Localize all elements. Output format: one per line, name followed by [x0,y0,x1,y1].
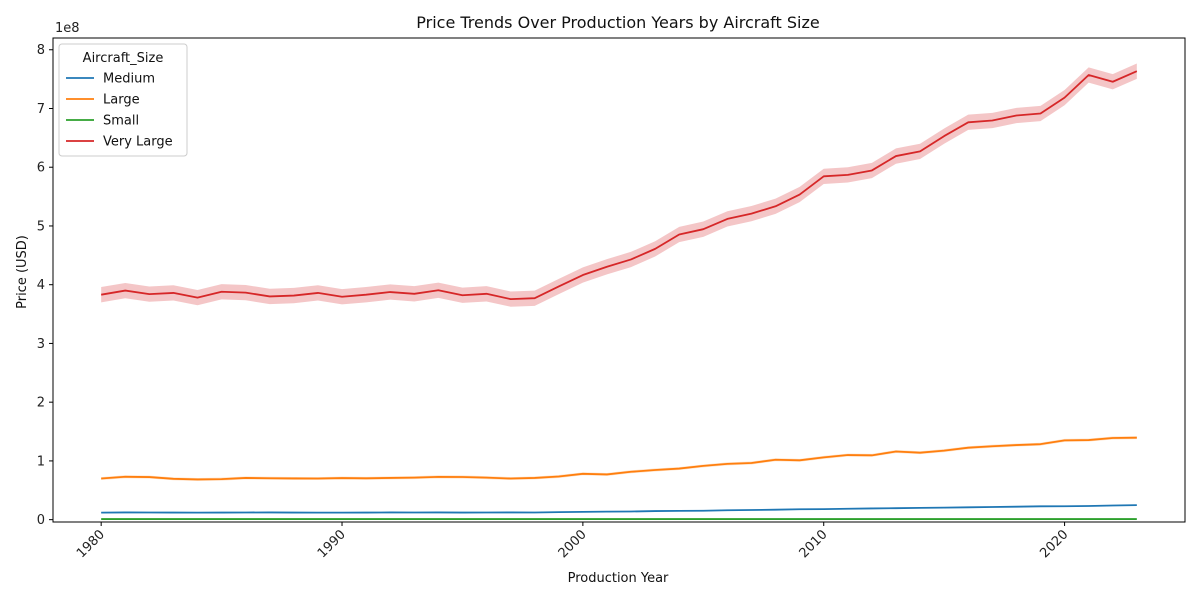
y-tick-label: 0 [37,513,45,528]
y-tick-label: 5 [37,219,45,234]
plot-frame [52,37,1186,523]
chart-title: Price Trends Over Production Years by Ai… [416,13,819,32]
y-tick-label: 1 [37,454,45,469]
series-line-medium [101,504,1137,514]
confidence-band-very-large [101,63,1137,307]
y-axis-title: Price (USD) [15,235,30,309]
y-tick-label: 3 [37,337,45,352]
legend: Aircraft_Size Medium Large Small Very Large [58,43,188,157]
legend-title: Aircraft_Size [83,51,164,66]
x-tick-label: 1980 [74,527,108,561]
x-tick-label: 1990 [315,527,349,561]
y-tick-label: 4 [37,278,45,293]
series-line-large [101,436,1137,481]
y-tick-label: 6 [37,161,45,176]
x-tick-label: 2000 [556,527,590,561]
plot-area [101,63,1138,520]
legend-label-large: Large [103,93,140,108]
legend-label-small: Small [103,114,139,129]
y-tick-label: 2 [37,396,45,411]
x-axis-title: Production Year [568,571,669,586]
x-tick-label: 2010 [797,527,831,561]
legend-label-medium: Medium [103,72,155,87]
series-line-very-large [101,70,1138,300]
confidence-band-large [101,436,1137,481]
legend-label-very-large: Very Large [103,135,173,150]
y-tick-label: 7 [37,102,45,117]
x-tick-label: 2020 [1037,527,1071,561]
y-offset-label: 1e8 [55,21,80,36]
legend-frame [58,43,188,157]
y-tick-label: 8 [37,43,45,58]
